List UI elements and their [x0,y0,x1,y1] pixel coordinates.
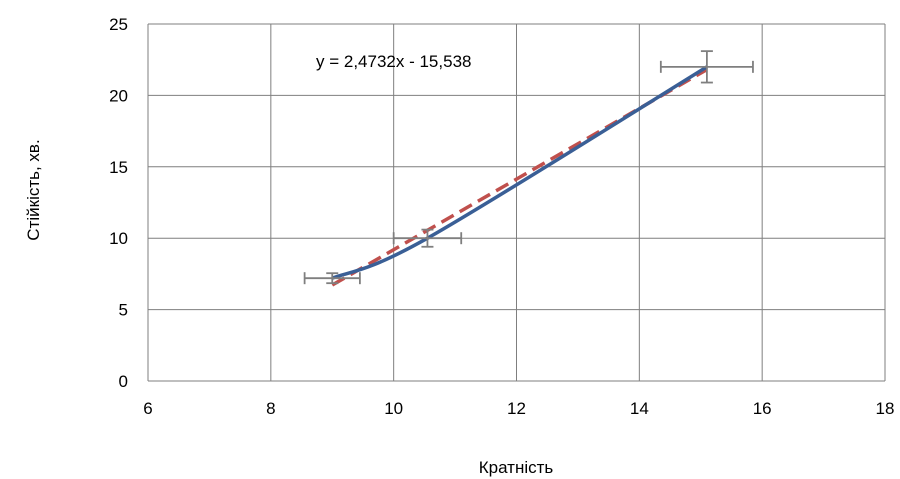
y-tick-label: 0 [119,372,128,391]
x-axis-title: Кратність [479,458,554,477]
x-tick-label: 12 [507,399,526,418]
x-tick-label: 18 [876,399,895,418]
x-tick-label: 10 [384,399,403,418]
x-tick-label: 16 [753,399,772,418]
grid-layer [147,23,886,382]
x-tick-label: 8 [266,399,275,418]
y-tick-label: 25 [109,15,128,34]
series-layer [331,65,708,280]
y-tick-label: 15 [109,158,128,177]
x-tick-label: 14 [630,399,649,418]
axis-layer [147,24,885,382]
y-axis-title: Стійкість, хв. [24,139,43,240]
series-line [331,65,708,280]
label-layer: y = 2,4732x - 15,538 Кратність Стійкість… [24,15,894,477]
y-tick-label: 10 [109,229,128,248]
trendline-equation-label: y = 2,4732x - 15,538 [316,52,471,71]
y-tick-label: 20 [109,86,128,105]
x-tick-label: 6 [143,399,152,418]
y-tick-label: 5 [119,301,128,320]
error-bars-layer [303,50,754,285]
